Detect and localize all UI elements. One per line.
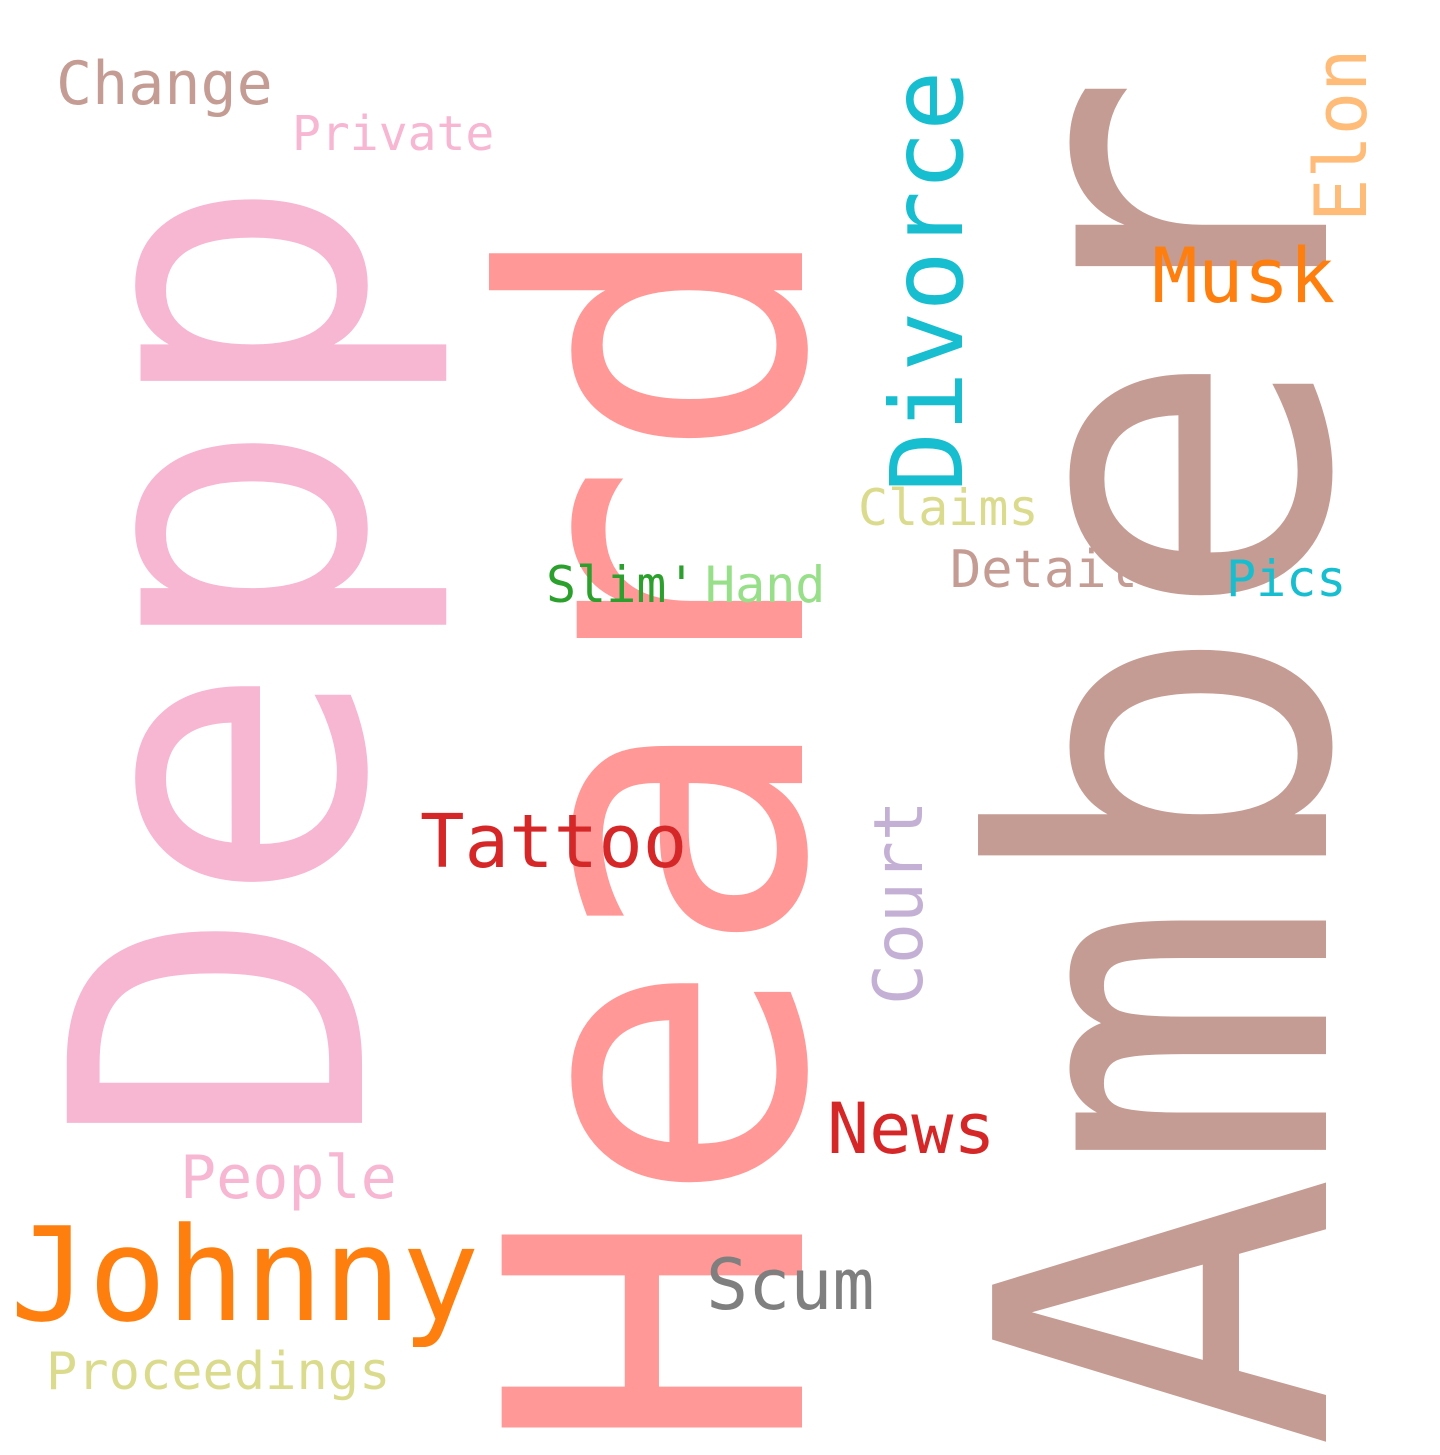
word-tattoo: Tattoo (420, 799, 688, 885)
word-change: Change (56, 49, 273, 119)
word-people: People (180, 1143, 397, 1213)
word-news: News (827, 1088, 996, 1170)
word-private: Private (292, 106, 495, 162)
word-scum: Scum (706, 1244, 875, 1326)
word-elon: Elon (1299, 48, 1383, 222)
word-proceedings: Proceedings (46, 1342, 391, 1402)
word-slim: Slim' (546, 556, 697, 614)
word-claims: Claims (858, 479, 1039, 537)
word-details: Details (950, 540, 1170, 600)
word-johnny: Johnny (10, 1199, 480, 1351)
word-hand: Hand (705, 556, 826, 614)
word-depp: Depp (0, 174, 458, 1150)
word-musk: Musk (1152, 231, 1336, 320)
word-divorce: Divorce (869, 70, 986, 492)
word-court: Court (860, 800, 939, 1005)
word-pics: Pics (1226, 550, 1347, 608)
